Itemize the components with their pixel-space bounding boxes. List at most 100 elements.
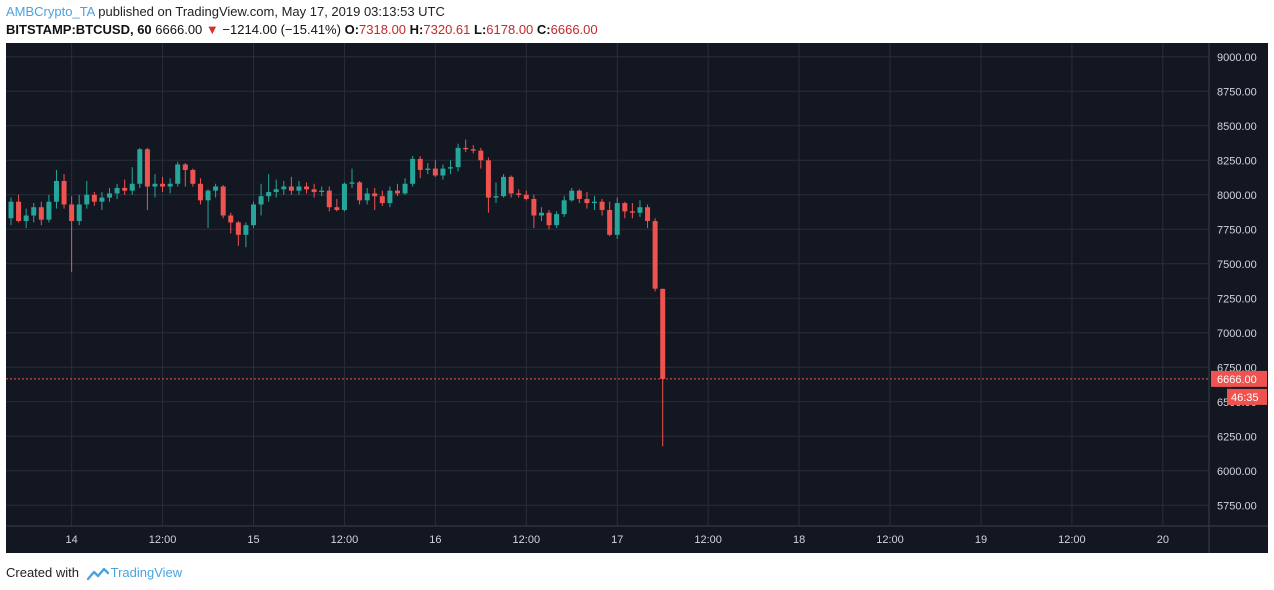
candle-down bbox=[470, 149, 476, 151]
candle-up bbox=[84, 194, 90, 205]
x-tick-label: 12:00 bbox=[149, 534, 177, 546]
candle-up bbox=[637, 207, 643, 213]
candlestick-chart[interactable]: 9000.00 8750.00 8500.00 8250.00 8000.00 7750.… bbox=[6, 43, 1268, 553]
candle-up bbox=[243, 225, 249, 235]
candle-up bbox=[349, 182, 355, 184]
x-tick-label: 14 bbox=[65, 534, 77, 546]
candle-up bbox=[129, 183, 135, 191]
y-tick-label: 7750.00 bbox=[1217, 224, 1257, 236]
candle-down bbox=[122, 187, 128, 191]
open-value: 7318.00 bbox=[359, 22, 407, 37]
y-tick-label: 8000.00 bbox=[1217, 190, 1257, 202]
x-tick-label: 18 bbox=[793, 534, 805, 546]
close-value: 6666.00 bbox=[550, 22, 598, 37]
candle-down bbox=[645, 207, 651, 222]
candle-down bbox=[584, 198, 590, 204]
publish-info: AMBCrypto_TA published on TradingView.co… bbox=[6, 4, 445, 19]
y-tick-label: 8750.00 bbox=[1217, 86, 1257, 98]
candle-down bbox=[417, 158, 423, 170]
y-tick-label: 6000.00 bbox=[1217, 466, 1257, 478]
candle-down bbox=[38, 207, 44, 220]
candle-up bbox=[107, 193, 113, 198]
y-tick-label: 7250.00 bbox=[1217, 293, 1257, 305]
candle-down bbox=[508, 176, 514, 194]
candle-up bbox=[440, 168, 446, 176]
candle-down bbox=[220, 186, 226, 216]
candle-up bbox=[273, 189, 279, 193]
candle-down bbox=[91, 194, 97, 202]
candle-up bbox=[493, 196, 499, 198]
low-label: L: bbox=[474, 22, 487, 37]
candle-down bbox=[304, 186, 310, 190]
candle-down bbox=[182, 164, 188, 170]
down-triangle-icon: ▼ bbox=[205, 22, 219, 37]
candle-up bbox=[152, 183, 158, 187]
candle-up bbox=[258, 196, 264, 205]
x-tick-label: 12:00 bbox=[331, 534, 359, 546]
candle-up bbox=[46, 201, 52, 220]
candle-up bbox=[614, 203, 620, 235]
candle-down bbox=[326, 190, 332, 208]
x-tick-label: 17 bbox=[611, 534, 623, 546]
candle-down bbox=[485, 160, 491, 198]
candle-up bbox=[387, 190, 393, 204]
candle-up bbox=[167, 183, 173, 187]
candle-up bbox=[296, 186, 302, 191]
candle-down bbox=[235, 222, 241, 235]
candle-down bbox=[607, 209, 613, 235]
candle-up bbox=[250, 204, 256, 226]
candle-down bbox=[629, 211, 635, 213]
candle-up bbox=[569, 190, 575, 201]
x-tick-label: 12:00 bbox=[876, 534, 904, 546]
candle-down bbox=[394, 190, 400, 194]
x-tick-label: 15 bbox=[247, 534, 259, 546]
created-with-text: Created with bbox=[6, 565, 79, 580]
candle-down bbox=[288, 186, 294, 191]
candle-up bbox=[410, 158, 416, 184]
candle-down bbox=[599, 201, 605, 210]
candle-up bbox=[8, 201, 14, 219]
candle-down bbox=[523, 194, 529, 199]
candle-down bbox=[463, 147, 469, 150]
candle-down bbox=[197, 183, 203, 201]
open-label: O: bbox=[344, 22, 360, 37]
x-tick-label: 19 bbox=[975, 534, 987, 546]
tradingview-brand[interactable]: TradingView bbox=[110, 565, 183, 580]
candle-down bbox=[61, 181, 67, 205]
candle-up bbox=[341, 183, 347, 210]
candle-up bbox=[281, 186, 287, 190]
candle-down bbox=[190, 169, 196, 184]
candle-down bbox=[546, 212, 552, 226]
x-tick-label: 12:00 bbox=[513, 534, 541, 546]
candle-up bbox=[319, 190, 325, 193]
author-link[interactable]: AMBCrypto_TA bbox=[6, 4, 95, 19]
last-price-label: 6666.00 bbox=[1217, 374, 1257, 386]
candle-up bbox=[213, 186, 219, 191]
y-tick-label: 5750.00 bbox=[1217, 500, 1257, 512]
candle-up bbox=[31, 207, 37, 216]
candle-up bbox=[53, 181, 59, 202]
publish-text: published on TradingView.com, May 17, 20… bbox=[98, 4, 445, 19]
candle-up bbox=[114, 187, 120, 194]
candle-up bbox=[592, 201, 597, 204]
candle-down bbox=[576, 190, 582, 199]
y-tick-label: 6250.00 bbox=[1217, 431, 1257, 443]
tradingview-logo-icon bbox=[86, 567, 109, 580]
candle-up bbox=[364, 193, 370, 201]
candle-up bbox=[205, 190, 211, 201]
x-tick-label: 12:00 bbox=[694, 534, 722, 546]
candle-up bbox=[448, 167, 454, 169]
candle-down bbox=[16, 201, 22, 222]
candle-down bbox=[311, 189, 317, 193]
chart-area[interactable]: 9000.00 8750.00 8500.00 8250.00 8000.00 7750.… bbox=[6, 43, 1268, 553]
footer: Created with TradingView bbox=[6, 565, 182, 581]
last-price-badge bbox=[1211, 370, 1267, 387]
high-label: H: bbox=[409, 22, 424, 37]
y-tick-label: 8250.00 bbox=[1217, 155, 1257, 167]
candle-down bbox=[531, 198, 537, 216]
candle-down bbox=[622, 203, 628, 212]
candle-up bbox=[455, 147, 461, 168]
candle-down bbox=[228, 215, 234, 223]
candle-up bbox=[137, 149, 143, 184]
ohlc-legend: BITSTAMP:BTCUSD, 60 6666.00 ▼ −1214.00 (… bbox=[6, 22, 598, 37]
